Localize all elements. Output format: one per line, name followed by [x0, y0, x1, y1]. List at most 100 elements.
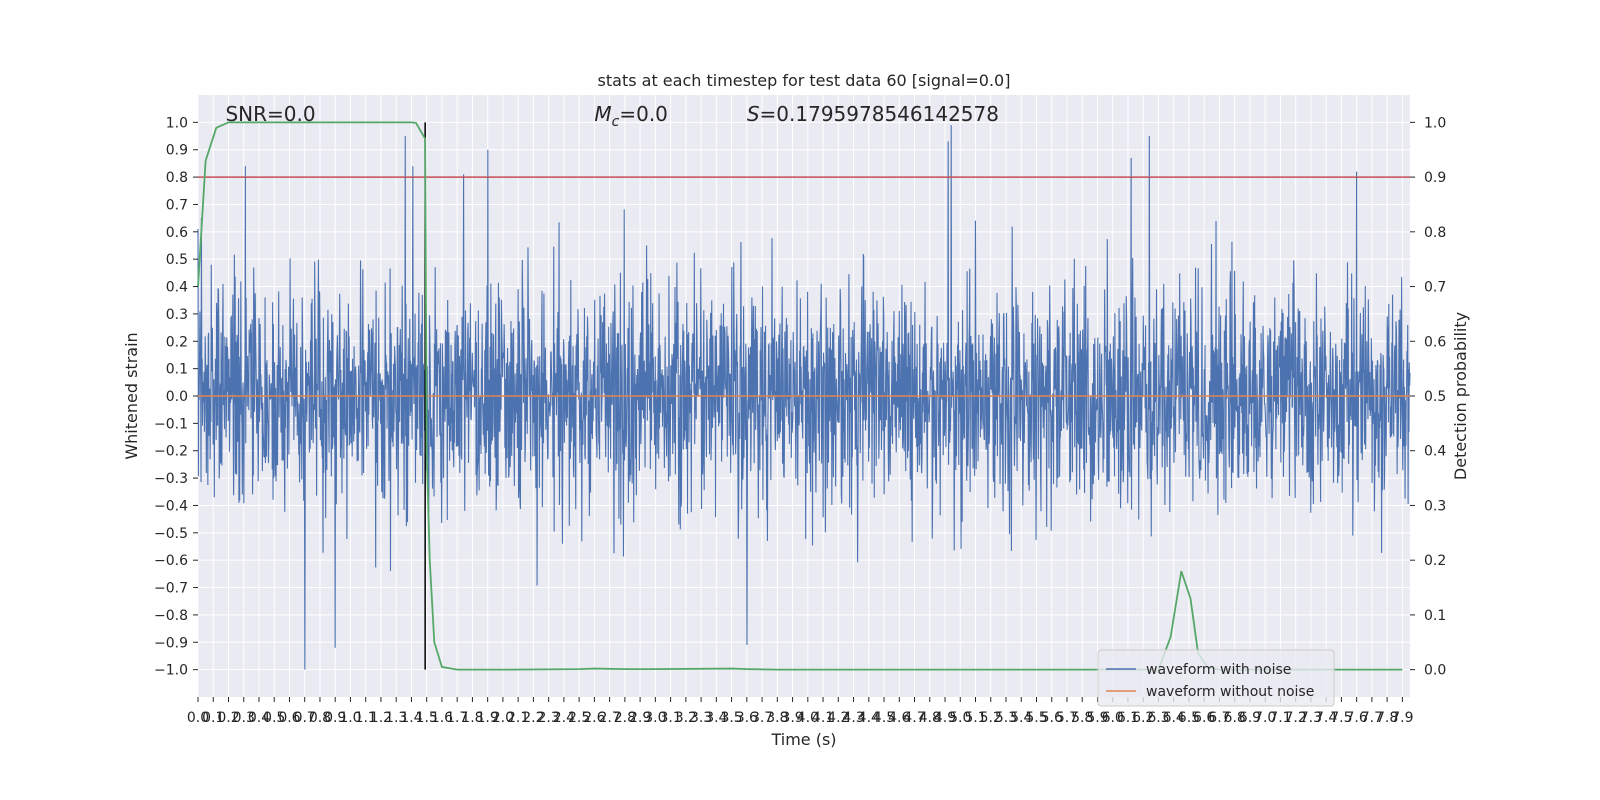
legend-entry-without-noise: waveform without noise	[1146, 684, 1314, 700]
chart-title: stats at each timestep for test data 60 …	[598, 71, 1011, 90]
legend: waveform with noise waveform without noi…	[1097, 649, 1335, 707]
x-tick-label: 4.9	[934, 710, 956, 726]
x-tick-label: 4.0	[797, 710, 819, 726]
x-tick-label: 3.6	[736, 710, 758, 726]
x-tick-label: 5.4	[1010, 710, 1032, 726]
x-tick-label: 5.7	[1056, 710, 1078, 726]
x-tick-label: 2.4	[553, 710, 575, 726]
x-tick-label: 4.5	[873, 710, 895, 726]
x-tick-label: 7.1	[1269, 710, 1291, 726]
x-tick-label: 7.3	[1300, 710, 1322, 726]
y-tick-label-left: −0.9	[154, 635, 188, 651]
x-tick-label: 3.4	[705, 710, 727, 726]
y-tick-label-left: −0.5	[154, 526, 188, 542]
waveform-with-noise-line	[197, 125, 1411, 670]
y-tick-label-right: 0.4	[1424, 444, 1446, 460]
x-tick-label: 0.9	[324, 710, 346, 726]
x-tick-label: 3.9	[781, 710, 803, 726]
x-tick-label: 4.8	[919, 710, 941, 726]
x-tick-label: 7.0	[1254, 710, 1276, 726]
x-tick-label: 6.4	[1163, 710, 1185, 726]
y-axis-label-right: Detection probability	[1451, 312, 1470, 480]
annotation-score: S=0.1795978546142578	[747, 102, 999, 126]
detection-probability-line	[197, 121, 1403, 671]
x-tick-label: 4.6	[888, 710, 910, 726]
x-tick-label: 7.2	[1285, 710, 1307, 726]
x-tick-label: 7.5	[1330, 710, 1352, 726]
y-tick-label-right: 0.9	[1424, 170, 1446, 186]
y-tick-label-left: −0.6	[154, 553, 188, 569]
x-tick-label: 0.1	[202, 710, 224, 726]
y-tick-label-left: 0.1	[166, 362, 188, 378]
x-tick-label: 7.9	[1391, 710, 1413, 726]
y-tick-label-right: 0.3	[1424, 498, 1446, 514]
x-tick-label: 6.7	[1208, 710, 1230, 726]
x-tick-label: 0.0	[187, 710, 209, 726]
line-layer	[197, 121, 1410, 671]
x-tick-label: 5.9	[1086, 710, 1108, 726]
x-tick-label: 2.5	[568, 710, 590, 726]
y-tick-label-right: 0.0	[1424, 663, 1446, 679]
x-tick-label: 6.0	[1102, 710, 1124, 726]
x-tick-label: 7.8	[1376, 710, 1398, 726]
x-tick-label: 1.2	[370, 710, 392, 726]
y-tick-label-left: 0.2	[166, 334, 188, 350]
x-tick-label: 6.1	[1117, 710, 1139, 726]
x-tick-label: 2.2	[522, 710, 544, 726]
x-tick-label: 4.7	[903, 710, 925, 726]
x-tick-label: 7.6	[1346, 710, 1368, 726]
x-tick-label: 4.3	[842, 710, 864, 726]
y-tick-label-right: 1.0	[1424, 115, 1446, 131]
x-tick-label: 1.8	[461, 710, 483, 726]
x-tick-label: 1.5	[416, 710, 438, 726]
x-tick-label: 6.8	[1224, 710, 1246, 726]
y-tick-label-right: 0.8	[1424, 225, 1446, 241]
x-tick-label: 2.1	[507, 710, 529, 726]
x-tick-label: 5.8	[1071, 710, 1093, 726]
y-tick-label-left: 0.6	[166, 225, 188, 241]
y-tick-label-left: −0.1	[154, 416, 188, 432]
x-tick-label: 6.6	[1193, 710, 1215, 726]
x-tick-label: 4.4	[858, 710, 880, 726]
x-tick-label: 5.0	[949, 710, 971, 726]
x-tick-label: 7.7	[1361, 710, 1383, 726]
x-tick-label: 1.9	[477, 710, 499, 726]
x-tick-label: 7.4	[1315, 710, 1337, 726]
y-tick-label-right: 0.2	[1424, 553, 1446, 569]
y-tick-label-left: 0.9	[166, 143, 188, 159]
x-tick-label: 6.2	[1132, 710, 1154, 726]
x-tick-label: 2.6	[583, 710, 605, 726]
y-tick-label-left: 0.5	[166, 252, 188, 268]
annotation-chirp-mass: Mc=0.0	[594, 102, 668, 130]
x-tick-label: 6.5	[1178, 710, 1200, 726]
x-tick-label: 5.6	[1041, 710, 1063, 726]
x-tick-label: 1.7	[446, 710, 468, 726]
x-tick-label: 3.8	[766, 710, 788, 726]
x-tick-label: 3.0	[644, 710, 666, 726]
y-tick-label-right: 0.7	[1424, 280, 1446, 296]
x-tick-label: 0.6	[278, 710, 300, 726]
y-tick-label-left: −1.0	[154, 663, 188, 679]
x-tick-label: 0.5	[263, 710, 285, 726]
y-tick-label-left: 1.0	[166, 115, 188, 131]
x-tick-label: 3.1	[659, 710, 681, 726]
x-tick-label: 2.3	[538, 710, 560, 726]
x-tick-label: 2.9	[629, 710, 651, 726]
legend-box	[1097, 649, 1335, 707]
x-tick-label: 5.2	[980, 710, 1002, 726]
legend-entry-with-noise: waveform with noise	[1146, 662, 1291, 678]
y-tick-label-left: 0.8	[166, 170, 188, 186]
x-tick-label: 2.8	[614, 710, 636, 726]
x-tick-label: 4.1	[812, 710, 834, 726]
x-tick-label: 5.5	[1025, 710, 1047, 726]
x-tick-label: 0.7	[294, 710, 316, 726]
x-tick-label: 3.2	[675, 710, 697, 726]
x-tick-label: 1.4	[400, 710, 422, 726]
y-tick-label-right: 0.6	[1424, 334, 1446, 350]
x-tick-label: 2.0	[492, 710, 514, 726]
x-tick-label: 1.1	[355, 710, 377, 726]
x-tick-label: 0.2	[217, 710, 239, 726]
series-waveform-with-noise	[197, 125, 1411, 670]
x-tick-label: 5.3	[995, 710, 1017, 726]
